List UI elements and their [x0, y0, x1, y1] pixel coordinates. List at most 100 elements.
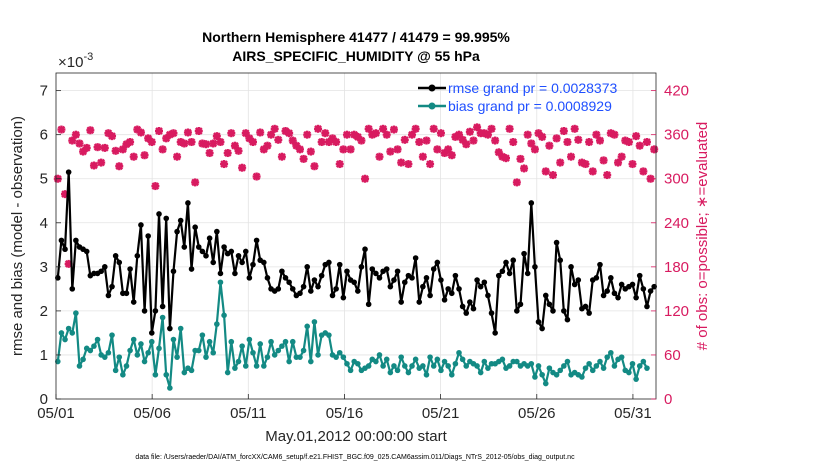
rmse-point-20: [127, 266, 133, 272]
obs-point-84: [357, 136, 366, 145]
obs-point-33: [173, 152, 182, 161]
rmse-point-24: [141, 308, 148, 314]
bias-point-161: [636, 363, 643, 369]
bias-point-93: [391, 363, 397, 369]
obs-point-163: [642, 138, 651, 147]
bias-point-162: [640, 358, 647, 365]
rmse-point-144: [575, 277, 582, 283]
rmse-point-132: [532, 264, 538, 270]
chart-title: Northern Hemisphere 41477 / 41479 = 99.9…: [202, 29, 510, 45]
bias-point-83: [355, 360, 361, 367]
bias-point-110: [452, 360, 459, 367]
rmse-point-53: [246, 275, 253, 281]
bias-point-153: [608, 349, 614, 356]
rmse-point-22: [134, 253, 141, 259]
rmse-point-86: [365, 301, 372, 308]
bias-point-19: [123, 363, 130, 369]
bias-point-16: [112, 367, 119, 374]
bias-point-22: [134, 352, 141, 358]
rmse-point-27: [152, 308, 159, 314]
bias-point-13: [101, 354, 108, 360]
y-right-tick-label-7: 420: [664, 83, 689, 100]
rmse-point-164: [647, 288, 654, 294]
obs-point-4: [68, 136, 77, 145]
obs-point-46: [220, 160, 229, 169]
bias-point-136: [546, 365, 553, 371]
obs-point-95: [397, 158, 406, 167]
bias-point-147: [586, 360, 592, 367]
rmse-point-147: [586, 310, 592, 316]
rmse-point-114: [467, 299, 473, 305]
bias-point-81: [347, 367, 354, 374]
bias-point-55: [253, 363, 260, 369]
rmse-point-29: [159, 303, 166, 310]
obs-point-68: [299, 154, 308, 163]
rmse-point-154: [611, 290, 618, 297]
rmse-point-1: [58, 237, 65, 244]
obs-point-17: [115, 162, 124, 171]
obs-point-130: [523, 130, 532, 139]
obs-point-9: [86, 126, 95, 135]
obs-point-6: [75, 139, 84, 148]
bias-point-50: [235, 358, 242, 365]
obs-point-165: [650, 145, 659, 154]
obs-point-129: [520, 164, 529, 173]
bias-point-116: [474, 363, 480, 369]
obs-point-144: [574, 135, 583, 144]
obs-point-41: [202, 140, 210, 149]
rmse-point-26: [148, 330, 155, 336]
rmse-point-156: [618, 281, 625, 288]
y-axis-ticks: 0 1 2 3 4 5 6 7: [40, 83, 61, 408]
bias-point-15: [109, 332, 115, 338]
bias-point-139: [557, 367, 564, 374]
obs-point-104: [429, 124, 438, 133]
bias-point-23: [138, 341, 144, 347]
obs-point-138: [552, 134, 561, 143]
bias-point-9: [87, 347, 94, 354]
obs-point-43: [209, 139, 218, 148]
bias-point-127: [514, 358, 520, 365]
obs-point-35: [180, 139, 189, 148]
obs-point-128: [516, 154, 525, 163]
obs-point-77: [332, 138, 341, 147]
obs-point-24: [140, 151, 149, 160]
rmse-point-83: [355, 288, 361, 294]
bias-point-71: [311, 319, 318, 325]
rmse-point-117: [477, 283, 484, 290]
bias-point-98: [409, 363, 415, 369]
rmse-point-36: [185, 200, 191, 206]
bias-point-49: [232, 365, 238, 371]
obs-point-59: [267, 130, 276, 139]
rmse-point-40: [199, 248, 206, 255]
rmse-point-67: [297, 290, 303, 297]
bias-point-14: [105, 349, 112, 356]
rmse-point-108: [445, 286, 451, 292]
bias-point-59: [268, 338, 274, 345]
y-right-tick-label-4: 240: [664, 215, 689, 232]
obs-point-98: [408, 130, 417, 139]
rmse-point-130: [524, 270, 531, 277]
bias-point-39: [195, 347, 202, 354]
y-tick-label-3: 3: [40, 259, 48, 276]
obs-point-91: [382, 130, 391, 139]
rmse-point-46: [221, 244, 227, 250]
rmse-point-34: [177, 217, 184, 224]
rmse-point-101: [420, 283, 426, 290]
obs-point-161: [635, 141, 644, 150]
obs-point-99: [411, 124, 420, 133]
rmse-series: [55, 169, 657, 336]
rmse-point-111: [456, 286, 462, 292]
obs-point-74: [321, 129, 330, 138]
obs-point-47: [223, 149, 232, 158]
rmse-point-61: [275, 286, 282, 292]
y-tick-label-2: 2: [40, 303, 48, 320]
bias-point-163: [644, 365, 650, 371]
rmse-point-124: [503, 259, 509, 266]
bias-point-78: [336, 349, 343, 356]
bias-point-52: [242, 363, 249, 369]
rmse-point-39: [195, 244, 202, 250]
rmse-point-128: [517, 301, 524, 308]
obs-point-114: [465, 127, 474, 136]
bias-point-149: [593, 363, 600, 369]
